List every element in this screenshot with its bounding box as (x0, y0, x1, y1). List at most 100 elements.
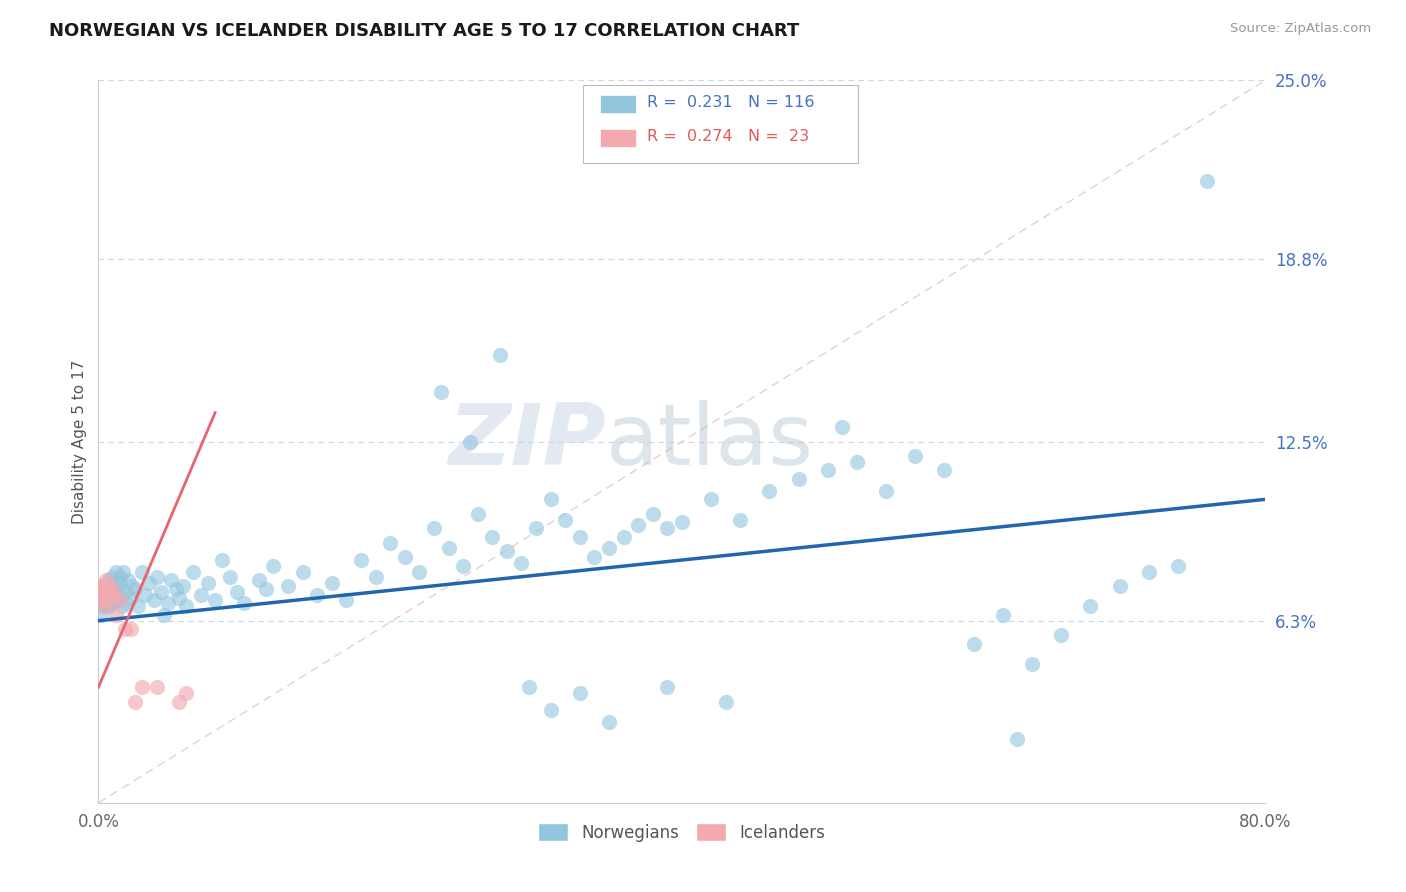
Norwegians (1195, 174, 1218, 188)
Norwegians (134, 588, 156, 602)
Norwegians (517, 680, 540, 694)
Norwegians (1167, 558, 1189, 573)
Norwegians (218, 570, 240, 584)
Icelanders (94, 574, 117, 588)
Norwegians (846, 455, 869, 469)
Norwegians (350, 553, 373, 567)
Norwegians (100, 593, 122, 607)
Icelanders (93, 599, 115, 614)
Norwegians (233, 596, 256, 610)
Icelanders (89, 593, 111, 607)
Norwegians (120, 591, 142, 605)
Icelanders (90, 588, 112, 602)
Norwegians (321, 576, 343, 591)
Norwegians (204, 593, 226, 607)
Icelanders (91, 579, 114, 593)
Icelanders (94, 588, 117, 602)
Norwegians (583, 550, 606, 565)
Norwegians (1137, 565, 1160, 579)
Norwegians (96, 596, 118, 610)
Norwegians (124, 582, 146, 596)
Norwegians (167, 591, 190, 605)
Norwegians (211, 553, 233, 567)
Icelanders (101, 582, 124, 596)
Norwegians (1108, 579, 1130, 593)
Icelanders (91, 593, 114, 607)
Norwegians (110, 588, 132, 602)
Norwegians (758, 483, 780, 498)
Norwegians (430, 385, 453, 400)
Norwegians (165, 582, 187, 596)
Norwegians (153, 607, 176, 622)
Norwegians (93, 579, 115, 593)
Norwegians (488, 348, 510, 362)
Norwegians (671, 516, 693, 530)
Norwegians (612, 530, 634, 544)
Norwegians (831, 420, 853, 434)
Norwegians (142, 593, 165, 607)
Norwegians (101, 596, 124, 610)
Norwegians (481, 530, 503, 544)
Norwegians (146, 570, 169, 584)
Norwegians (160, 574, 183, 588)
Norwegians (150, 584, 173, 599)
Text: atlas: atlas (606, 400, 814, 483)
Icelanders (124, 695, 146, 709)
Norwegians (172, 579, 194, 593)
Norwegians (93, 593, 115, 607)
Norwegians (657, 521, 679, 535)
Norwegians (111, 599, 134, 614)
Norwegians (103, 579, 125, 593)
Norwegians (181, 565, 204, 579)
Legend: Norwegians, Icelanders: Norwegians, Icelanders (531, 817, 832, 848)
Norwegians (540, 703, 562, 717)
Norwegians (254, 582, 277, 596)
Norwegians (96, 591, 118, 605)
Norwegians (451, 558, 474, 573)
Norwegians (174, 599, 197, 614)
Norwegians (104, 565, 127, 579)
Norwegians (100, 570, 122, 584)
Norwegians (226, 584, 249, 599)
Norwegians (110, 570, 132, 584)
Norwegians (700, 492, 723, 507)
Norwegians (991, 607, 1014, 622)
Norwegians (335, 593, 357, 607)
Icelanders (104, 607, 127, 622)
Norwegians (657, 680, 679, 694)
Norwegians (103, 591, 125, 605)
Icelanders (174, 686, 197, 700)
Norwegians (598, 714, 620, 729)
Norwegians (94, 584, 117, 599)
Norwegians (98, 588, 121, 602)
Norwegians (97, 582, 120, 596)
Icelanders (93, 582, 115, 596)
Icelanders (98, 593, 121, 607)
Norwegians (112, 565, 135, 579)
Norwegians (262, 558, 284, 573)
Norwegians (934, 463, 956, 477)
Norwegians (496, 544, 519, 558)
Norwegians (108, 576, 131, 591)
Norwegians (364, 570, 387, 584)
Text: R =  0.231   N = 116: R = 0.231 N = 116 (647, 95, 814, 110)
Norwegians (1050, 628, 1073, 642)
Norwegians (1021, 657, 1043, 671)
Norwegians (568, 530, 591, 544)
Norwegians (94, 599, 117, 614)
Icelanders (114, 623, 136, 637)
Norwegians (197, 576, 219, 591)
Norwegians (524, 521, 547, 535)
Norwegians (98, 576, 121, 591)
Norwegians (568, 686, 591, 700)
Y-axis label: Disability Age 5 to 17: Disability Age 5 to 17 (72, 359, 87, 524)
Norwegians (380, 535, 402, 549)
Norwegians (131, 565, 153, 579)
Norwegians (730, 512, 752, 526)
Icelanders (97, 579, 120, 593)
Norwegians (598, 541, 620, 556)
Icelanders (120, 623, 142, 637)
Norwegians (467, 507, 489, 521)
Norwegians (875, 483, 897, 498)
Icelanders (110, 593, 132, 607)
